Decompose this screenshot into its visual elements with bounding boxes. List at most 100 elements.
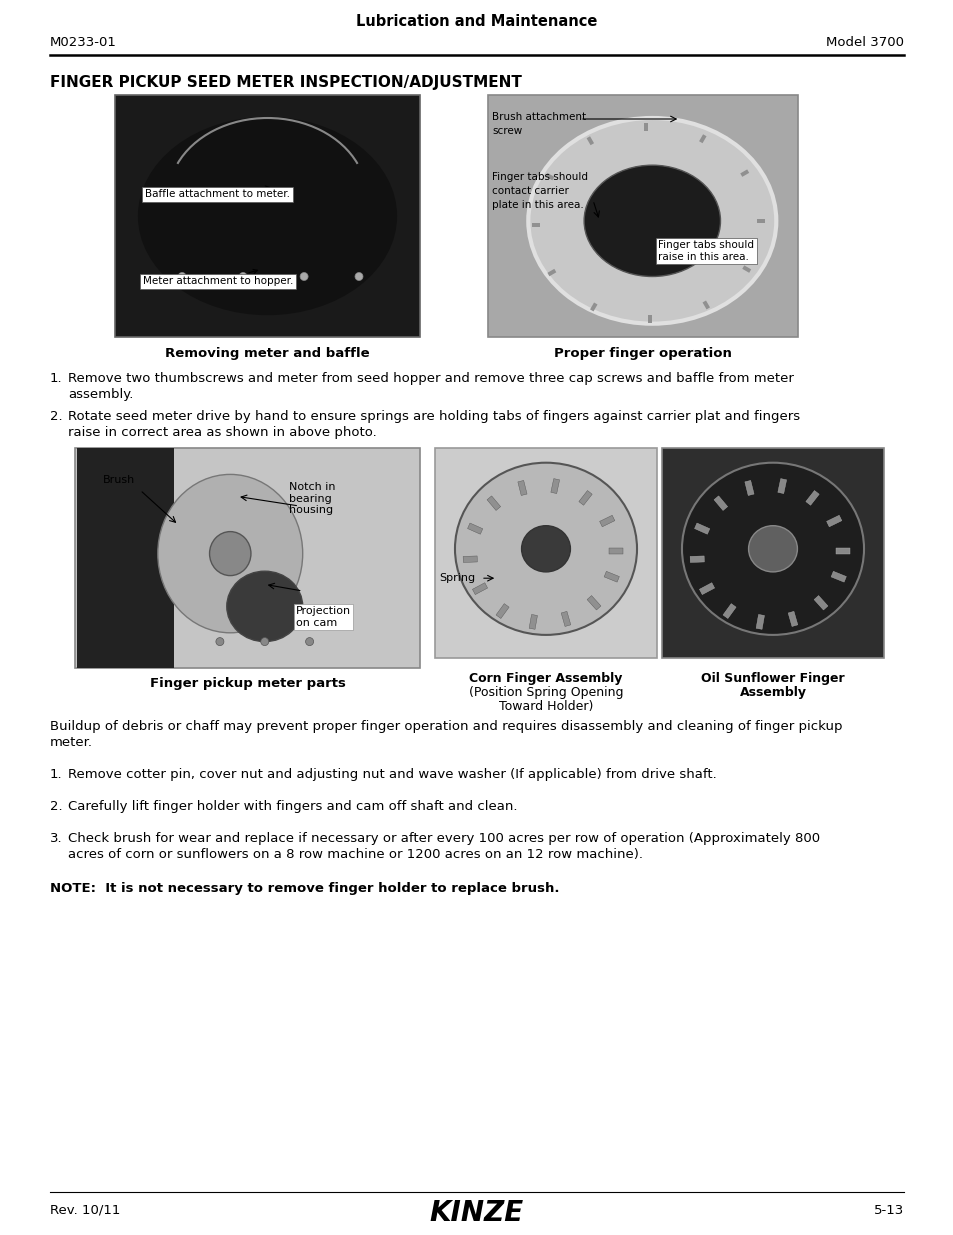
Circle shape [305, 637, 314, 646]
Circle shape [215, 637, 224, 646]
Text: meter.: meter. [50, 736, 92, 748]
Bar [487, 496, 500, 510]
Text: Removing meter and baffle: Removing meter and baffle [165, 347, 370, 359]
Text: Finger tabs should
raise in this area.: Finger tabs should raise in this area. [658, 240, 754, 262]
Ellipse shape [528, 119, 776, 324]
Bar [830, 572, 845, 582]
Text: contact carrier: contact carrier [492, 186, 568, 196]
Text: Model 3700: Model 3700 [825, 36, 903, 48]
Bar [488, 95, 797, 337]
Bar [756, 615, 763, 630]
Bar [741, 266, 750, 273]
Bar [825, 515, 841, 527]
Text: Remove cotter pin, cover nut and adjusting nut and wave washer (If applicable) f: Remove cotter pin, cover nut and adjusti… [68, 768, 716, 781]
Text: Remove two thumbscrews and meter from seed hopper and remove three cap screws an: Remove two thumbscrews and meter from se… [68, 372, 793, 385]
Text: Oil Sunflower Finger: Oil Sunflower Finger [700, 672, 844, 685]
Text: M0233-01: M0233-01 [50, 36, 117, 48]
Text: Toward Holder): Toward Holder) [498, 700, 593, 713]
Text: Brush: Brush [103, 475, 135, 485]
Circle shape [178, 273, 186, 280]
Bar [586, 136, 594, 146]
Text: Projection
on cam: Projection on cam [295, 606, 351, 629]
Bar [661, 448, 883, 658]
Ellipse shape [455, 463, 637, 635]
Text: Brush attachment: Brush attachment [492, 112, 585, 122]
Text: Baffle attachment to meter.: Baffle attachment to meter. [145, 186, 290, 199]
Text: plate in this area.: plate in this area. [492, 200, 583, 210]
Text: Rotate seed meter drive by hand to ensure springs are holding tabs of fingers ag: Rotate seed meter drive by hand to ensur… [68, 410, 800, 424]
Bar [467, 524, 482, 535]
Bar [599, 515, 614, 527]
Ellipse shape [521, 526, 570, 572]
Bar [805, 490, 819, 505]
Text: assembly.: assembly. [68, 388, 133, 401]
Bar [756, 219, 764, 222]
Bar [777, 479, 786, 494]
Bar [835, 548, 849, 553]
Bar [472, 583, 487, 594]
Text: NOTE:  It is not necessary to remove finger holder to replace brush.: NOTE: It is not necessary to remove fing… [50, 882, 558, 895]
Ellipse shape [681, 463, 863, 635]
Text: Lubrication and Maintenance: Lubrication and Maintenance [355, 15, 598, 30]
Ellipse shape [157, 474, 302, 632]
Bar [608, 548, 622, 553]
Bar [699, 583, 714, 594]
Text: screw: screw [492, 126, 521, 136]
Bar [462, 556, 476, 562]
Bar [550, 479, 559, 494]
Bar [744, 480, 753, 495]
Bar [689, 556, 703, 562]
Text: FINGER PICKUP SEED METER INSPECTION/ADJUSTMENT: FINGER PICKUP SEED METER INSPECTION/ADJU… [50, 74, 521, 89]
Bar [813, 595, 827, 610]
Bar [578, 490, 592, 505]
Bar [643, 122, 648, 131]
Bar [713, 496, 727, 510]
Bar [517, 480, 526, 495]
Ellipse shape [583, 165, 720, 277]
Text: Carefully lift finger holder with fingers and cam off shaft and clean.: Carefully lift finger holder with finger… [68, 800, 517, 813]
Bar [787, 611, 797, 626]
Bar [435, 448, 657, 658]
Bar [699, 135, 706, 143]
Bar [531, 222, 539, 227]
Text: (Position Spring Opening: (Position Spring Opening [468, 685, 622, 699]
Circle shape [260, 637, 269, 646]
Bar [77, 448, 173, 668]
Text: Corn Finger Assembly: Corn Finger Assembly [469, 672, 622, 685]
Text: 3.: 3. [50, 832, 63, 845]
Bar [529, 615, 537, 630]
Bar [722, 604, 736, 619]
Text: acres of corn or sunflowers on a 8 row machine or 1200 acres on an 12 row machin: acres of corn or sunflowers on a 8 row m… [68, 848, 642, 861]
Text: Proper finger operation: Proper finger operation [554, 347, 731, 359]
Text: 1.: 1. [50, 372, 63, 385]
Text: 5-13: 5-13 [873, 1203, 903, 1216]
Bar [701, 300, 709, 310]
Bar [545, 173, 554, 180]
Text: KINZE: KINZE [430, 1199, 523, 1228]
Bar [75, 448, 419, 668]
Text: Finger tabs should: Finger tabs should [492, 172, 587, 182]
Text: Assembly: Assembly [739, 685, 805, 699]
Circle shape [355, 273, 363, 280]
Text: Notch in
bearing
housing: Notch in bearing housing [289, 482, 335, 515]
Circle shape [300, 273, 308, 280]
Text: Rev. 10/11: Rev. 10/11 [50, 1203, 120, 1216]
Circle shape [239, 273, 247, 280]
Text: 2.: 2. [50, 410, 63, 424]
Text: Finger pickup meter parts: Finger pickup meter parts [150, 678, 345, 690]
Bar [547, 269, 556, 277]
Bar [740, 169, 748, 177]
Text: 2.: 2. [50, 800, 63, 813]
Text: Check brush for wear and replace if necessary or after every 100 acres per row o: Check brush for wear and replace if nece… [68, 832, 820, 845]
Bar [496, 604, 509, 619]
Text: Buildup of debris or chaff may prevent proper finger operation and requires disa: Buildup of debris or chaff may prevent p… [50, 720, 841, 734]
Bar [586, 595, 600, 610]
Ellipse shape [210, 531, 251, 576]
Bar [648, 315, 652, 322]
Text: Spring: Spring [438, 573, 475, 583]
Bar [115, 95, 419, 337]
Bar [590, 303, 597, 311]
Text: Meter attachment to hopper.: Meter attachment to hopper. [143, 269, 294, 287]
Ellipse shape [748, 526, 797, 572]
Ellipse shape [138, 117, 396, 315]
